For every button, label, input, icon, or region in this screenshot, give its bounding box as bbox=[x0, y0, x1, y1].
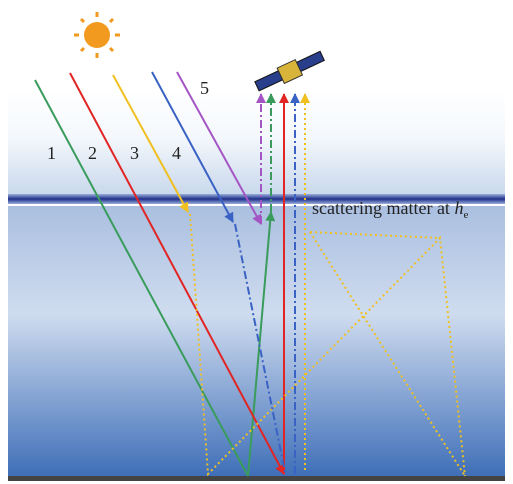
sun bbox=[74, 12, 120, 58]
annotation-text: scattering matter at bbox=[312, 198, 450, 218]
annotation-subscript: e bbox=[463, 209, 468, 221]
ray-label: 5 bbox=[200, 78, 209, 98]
ray-label: 3 bbox=[130, 143, 139, 163]
water bbox=[8, 206, 505, 476]
ray-label: 1 bbox=[47, 143, 56, 163]
annotation-symbol: h bbox=[454, 198, 463, 218]
diagram: 1 2 3 4 5 scattering matter at he bbox=[0, 0, 513, 484]
sky bbox=[8, 90, 505, 195]
bottom bbox=[8, 476, 505, 481]
satellite bbox=[254, 49, 326, 95]
ray-label: 4 bbox=[172, 143, 181, 163]
ray-label: 2 bbox=[88, 143, 97, 163]
annotation: scattering matter at he bbox=[312, 198, 468, 220]
